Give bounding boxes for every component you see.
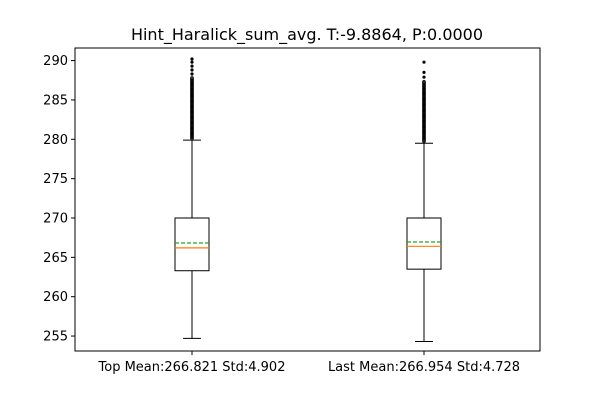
chart-title: Hint_Haralick_sum_avg. T:-9.8864, P:0.00… xyxy=(131,25,483,45)
box-1 xyxy=(174,57,210,339)
outlier-point xyxy=(190,64,194,68)
plot-area xyxy=(174,57,442,343)
y-tick-label: 270 xyxy=(43,211,68,226)
y-tick-label: 275 xyxy=(43,172,68,187)
y-tick-label: 280 xyxy=(43,133,68,148)
outlier-point xyxy=(190,68,194,72)
outlier-point xyxy=(190,57,194,61)
outlier-point xyxy=(422,139,426,144)
y-tick-label: 285 xyxy=(43,93,68,108)
y-tick-label: 265 xyxy=(43,251,68,266)
outlier-point xyxy=(190,72,194,76)
plot-frame xyxy=(74,47,541,352)
iqr-box xyxy=(174,217,210,272)
outlier-point xyxy=(190,136,194,141)
x-tick-label: Last Mean:266.954 Std:4.728 xyxy=(328,360,520,375)
outlier-point xyxy=(190,60,194,64)
outlier-point xyxy=(422,75,426,79)
outlier-point xyxy=(422,60,426,64)
y-tick-label: 290 xyxy=(43,54,68,69)
outlier-point xyxy=(422,70,426,74)
y-tick-label: 260 xyxy=(43,290,68,305)
box-2 xyxy=(406,60,442,343)
iqr-box xyxy=(406,217,442,270)
y-tick-label: 255 xyxy=(43,330,68,345)
x-tick-label: Top Mean:266.821 Std:4.902 xyxy=(98,360,286,375)
